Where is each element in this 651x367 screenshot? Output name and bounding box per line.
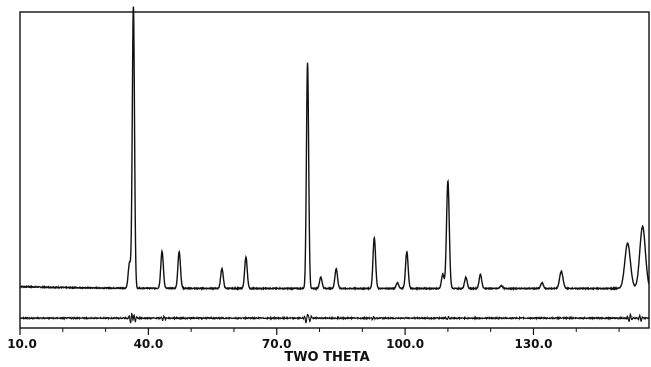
plot-frame	[19, 11, 650, 329]
x-tick-label: 130.0	[514, 337, 552, 351]
x-tick-label: 40.0	[134, 337, 164, 351]
difference-line	[19, 312, 650, 324]
pattern-line	[19, 6, 650, 292]
x-axis-label: TWO THETA	[284, 350, 369, 365]
x-axis-ticks: 10.0 40.0 70.0 100.0 130.0	[7, 328, 620, 351]
x-tick-label: 100.0	[386, 337, 424, 351]
x-tick-label: 70.0	[262, 337, 292, 351]
x-tick-label: 10.0	[7, 337, 37, 351]
